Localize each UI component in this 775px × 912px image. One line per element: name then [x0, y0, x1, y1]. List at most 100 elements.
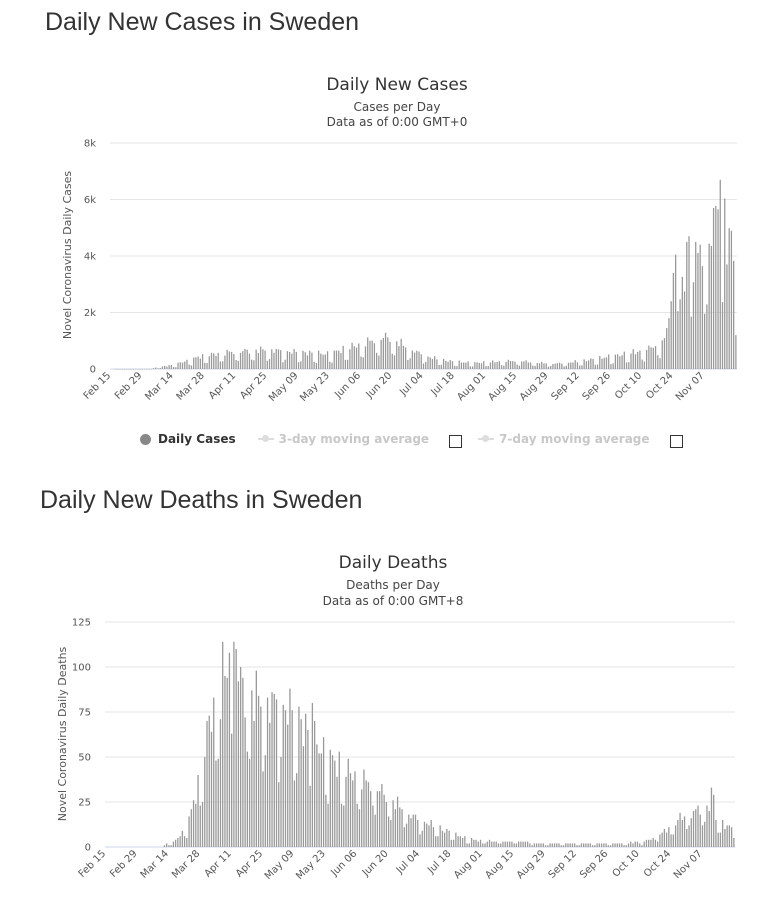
bar[interactable] [190, 809, 192, 847]
bar[interactable] [174, 839, 177, 847]
bar[interactable] [335, 350, 338, 369]
bar[interactable] [352, 780, 354, 847]
bar[interactable] [645, 839, 648, 847]
bar[interactable] [273, 352, 275, 369]
bar[interactable] [623, 845, 625, 847]
bar[interactable] [172, 367, 175, 369]
bar[interactable] [244, 717, 246, 847]
bar[interactable] [543, 363, 545, 369]
bar[interactable] [486, 841, 488, 847]
bar[interactable] [166, 843, 168, 847]
bar[interactable] [592, 358, 594, 369]
bar[interactable] [594, 364, 596, 369]
bar[interactable] [447, 361, 449, 369]
bar[interactable] [437, 836, 439, 847]
bar[interactable] [210, 352, 213, 369]
bar[interactable] [503, 365, 505, 369]
bar[interactable] [284, 710, 287, 847]
bar[interactable] [619, 356, 621, 369]
bar[interactable] [552, 364, 554, 369]
bar[interactable] [239, 352, 242, 369]
bar[interactable] [704, 821, 706, 847]
bar[interactable] [257, 695, 260, 847]
bar[interactable] [148, 368, 150, 370]
bar[interactable] [351, 342, 353, 369]
bar[interactable] [137, 368, 139, 370]
bar[interactable] [399, 807, 401, 847]
bar[interactable] [277, 349, 280, 369]
bar[interactable] [726, 264, 728, 369]
bar[interactable] [246, 349, 248, 369]
bar[interactable] [643, 841, 645, 847]
bar[interactable] [618, 843, 621, 847]
bar[interactable] [587, 360, 590, 369]
bar[interactable] [373, 343, 376, 369]
bar[interactable] [460, 362, 463, 370]
bar[interactable] [152, 368, 155, 369]
bar[interactable] [455, 832, 457, 847]
bar[interactable] [430, 820, 432, 847]
bar[interactable] [500, 843, 502, 847]
legend-item-daily-cases[interactable]: Daily Cases [140, 432, 236, 446]
bar[interactable] [365, 780, 367, 847]
bar[interactable] [311, 352, 313, 369]
bar[interactable] [561, 363, 563, 369]
bar[interactable] [469, 366, 471, 369]
bar[interactable] [391, 353, 393, 369]
bar[interactable] [309, 350, 311, 369]
bar[interactable] [550, 365, 552, 369]
bar[interactable] [426, 823, 428, 847]
bar[interactable] [222, 361, 224, 369]
bar[interactable] [565, 843, 567, 847]
bar[interactable] [280, 350, 282, 369]
bar[interactable] [444, 832, 446, 847]
bar[interactable] [358, 343, 360, 369]
bar[interactable] [268, 359, 271, 369]
bar[interactable] [286, 351, 289, 369]
bar[interactable] [525, 360, 527, 369]
bar[interactable] [614, 843, 616, 847]
bar[interactable] [670, 834, 672, 847]
bar[interactable] [699, 814, 701, 847]
bar[interactable] [217, 758, 219, 847]
bar[interactable] [724, 829, 726, 847]
bar[interactable] [177, 838, 179, 847]
bar[interactable] [219, 719, 222, 847]
bar[interactable] [686, 241, 688, 370]
bar[interactable] [228, 351, 231, 369]
bar[interactable] [706, 304, 708, 369]
bar[interactable] [730, 827, 733, 847]
bar[interactable] [659, 834, 661, 847]
bar[interactable] [677, 820, 679, 847]
bar[interactable] [387, 816, 390, 847]
bar[interactable] [188, 816, 190, 847]
bar[interactable] [583, 359, 585, 369]
bar[interactable] [512, 361, 514, 369]
bar[interactable] [313, 361, 315, 369]
bar[interactable] [536, 362, 538, 369]
bar[interactable] [634, 841, 636, 847]
bar[interactable] [445, 360, 447, 369]
bar[interactable] [398, 346, 400, 369]
bar[interactable] [195, 803, 197, 847]
bar[interactable] [239, 667, 242, 847]
bar[interactable] [139, 368, 141, 370]
bar[interactable] [393, 355, 396, 369]
bar[interactable] [322, 354, 324, 369]
bar[interactable] [213, 353, 215, 369]
bar[interactable] [175, 367, 177, 369]
bar[interactable] [235, 649, 237, 847]
bar[interactable] [576, 845, 578, 847]
bar[interactable] [179, 836, 181, 847]
bar[interactable] [331, 362, 333, 369]
bar[interactable] [724, 198, 726, 369]
bar[interactable] [477, 841, 479, 847]
bar[interactable] [353, 346, 355, 369]
bar[interactable] [475, 839, 477, 847]
bar[interactable] [361, 789, 363, 847]
bar[interactable] [425, 361, 427, 369]
bar[interactable] [206, 363, 208, 369]
bar[interactable] [542, 843, 544, 847]
bar[interactable] [540, 843, 542, 847]
bar[interactable] [291, 710, 293, 847]
